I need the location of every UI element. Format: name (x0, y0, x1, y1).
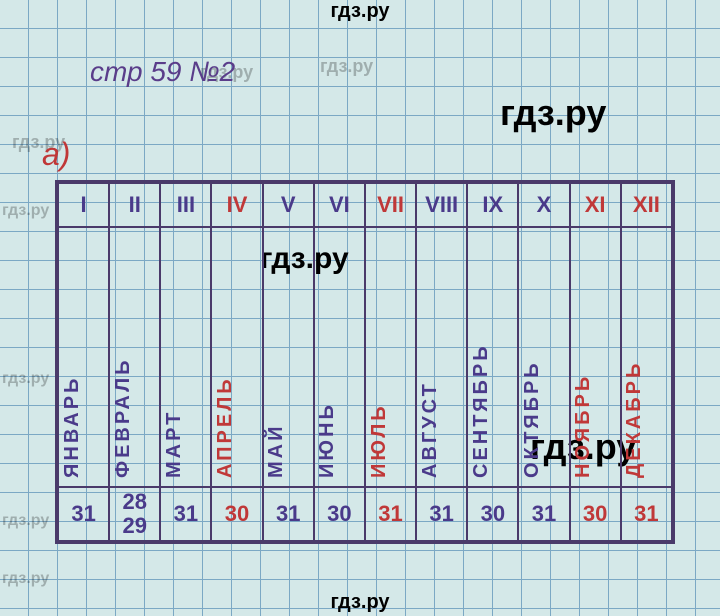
month-cell: январь (58, 227, 109, 487)
month-cell: май (263, 227, 314, 487)
month-label: сентябрь (470, 343, 493, 478)
numeral-cell: VIII (416, 183, 467, 227)
days-count-row: 31282931303130313130313031 (58, 487, 672, 541)
exercise-title: стр 59 №2 (90, 56, 235, 88)
month-label: февраль (112, 357, 135, 478)
month-cell: август (416, 227, 467, 487)
days-cell: 31 (160, 487, 211, 541)
numeral-cell: XII (621, 183, 672, 227)
month-label: ноябрь (572, 374, 595, 478)
numeral-cell: XI (570, 183, 621, 227)
numeral-cell: V (263, 183, 314, 227)
roman-numerals-row: IIIIIIIVVVIVIIVIIIIXXXIXII (58, 183, 672, 227)
numeral-cell: I (58, 183, 109, 227)
page-footer: гдз.ру (0, 591, 720, 614)
numeral-cell: II (109, 183, 160, 227)
month-label: апрель (214, 376, 237, 478)
month-cell: март (160, 227, 211, 487)
months-table: IIIIIIIVVVIVIIVIIIIXXXIXII январьфевраль… (55, 180, 675, 544)
month-label: июль (368, 403, 391, 478)
month-cell: июль (365, 227, 416, 487)
month-cell: февраль (109, 227, 160, 487)
month-label: август (419, 381, 442, 478)
month-cell: июнь (314, 227, 365, 487)
days-cell: 31 (518, 487, 569, 541)
numeral-cell: VII (365, 183, 416, 227)
numeral-cell: X (518, 183, 569, 227)
days-cell: 30 (570, 487, 621, 541)
month-cell: октябрь (518, 227, 569, 487)
days-cell: 31 (416, 487, 467, 541)
month-label: октябрь (521, 360, 544, 478)
days-cell: 31 (263, 487, 314, 541)
month-cell: сентябрь (467, 227, 518, 487)
month-label: декабрь (623, 361, 646, 478)
month-label: июнь (316, 402, 339, 478)
month-names-row: январь февраль март апрель май июнь июль август… (58, 227, 672, 487)
numeral-cell: IX (467, 183, 518, 227)
days-cell: 31 (365, 487, 416, 541)
numeral-cell: III (160, 183, 211, 227)
days-cell: 2829 (109, 487, 160, 541)
days-cell: 30 (467, 487, 518, 541)
month-label: март (163, 410, 186, 478)
month-label: май (265, 424, 288, 478)
days-cell: 30 (314, 487, 365, 541)
page-header: гдз.ру (0, 0, 720, 23)
days-cell: 31 (58, 487, 109, 541)
sub-label: а) (42, 136, 70, 173)
month-cell: апрель (211, 227, 262, 487)
numeral-cell: IV (211, 183, 262, 227)
days-cell: 30 (211, 487, 262, 541)
month-cell: декабрь (621, 227, 672, 487)
numeral-cell: VI (314, 183, 365, 227)
days-cell: 31 (621, 487, 672, 541)
month-cell: ноябрь (570, 227, 621, 487)
month-label: январь (61, 376, 84, 478)
